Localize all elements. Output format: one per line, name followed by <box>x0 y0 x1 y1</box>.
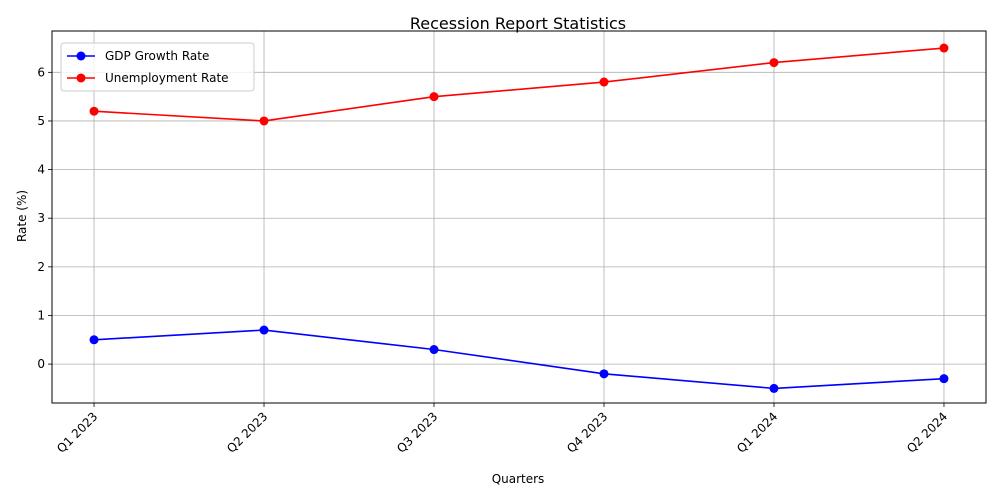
gdp-growth-rate-point <box>599 369 609 379</box>
gdp-growth-rate-series <box>89 325 949 393</box>
unemployment-rate-line <box>93 47 945 122</box>
legend-entries: GDP Growth Rate Unemployment Rate <box>67 49 229 85</box>
y-tick-label: 6 <box>37 65 45 79</box>
legend-swatch-marker <box>76 73 86 83</box>
unemployment-rate-series <box>89 43 949 126</box>
chart-title: Recession Report Statistics <box>410 14 626 33</box>
gdp-growth-rate-point <box>939 374 949 384</box>
gdp-growth-rate-point <box>769 383 779 393</box>
unemployment-rate-point <box>599 77 609 87</box>
x-axis-label: Quarters <box>492 472 545 486</box>
y-axis-ticks: 0 1 2 3 4 5 6 <box>37 65 52 371</box>
unemployment-rate-point <box>89 106 99 116</box>
y-tick-label: 1 <box>37 308 45 322</box>
unemployment-rate-point <box>259 116 269 126</box>
legend-box <box>60 42 255 92</box>
legend-label-unemployment-rate: Unemployment Rate <box>105 71 229 85</box>
series-layer <box>89 43 949 393</box>
y-tick-label: 2 <box>37 260 45 274</box>
y-tick-label: 3 <box>37 211 45 225</box>
y-tick-label: 5 <box>37 114 45 128</box>
unemployment-rate-point <box>939 43 949 53</box>
y-tick-label: 0 <box>37 357 45 371</box>
gdp-growth-rate-point <box>429 345 439 355</box>
legend: GDP Growth Rate Unemployment Rate <box>60 42 255 92</box>
unemployment-rate-point <box>429 92 439 102</box>
legend-swatch-marker <box>76 51 86 61</box>
legend-label-gdp-growth-rate: GDP Growth Rate <box>105 49 209 63</box>
gdp-growth-rate-point <box>89 335 99 345</box>
gdp-growth-rate-line <box>93 329 945 390</box>
y-tick-label: 4 <box>37 163 45 177</box>
unemployment-rate-point <box>769 58 779 68</box>
y-axis-label: Rate (%) <box>15 190 29 242</box>
plot-frame <box>51 30 987 404</box>
gdp-growth-rate-point <box>259 325 269 335</box>
